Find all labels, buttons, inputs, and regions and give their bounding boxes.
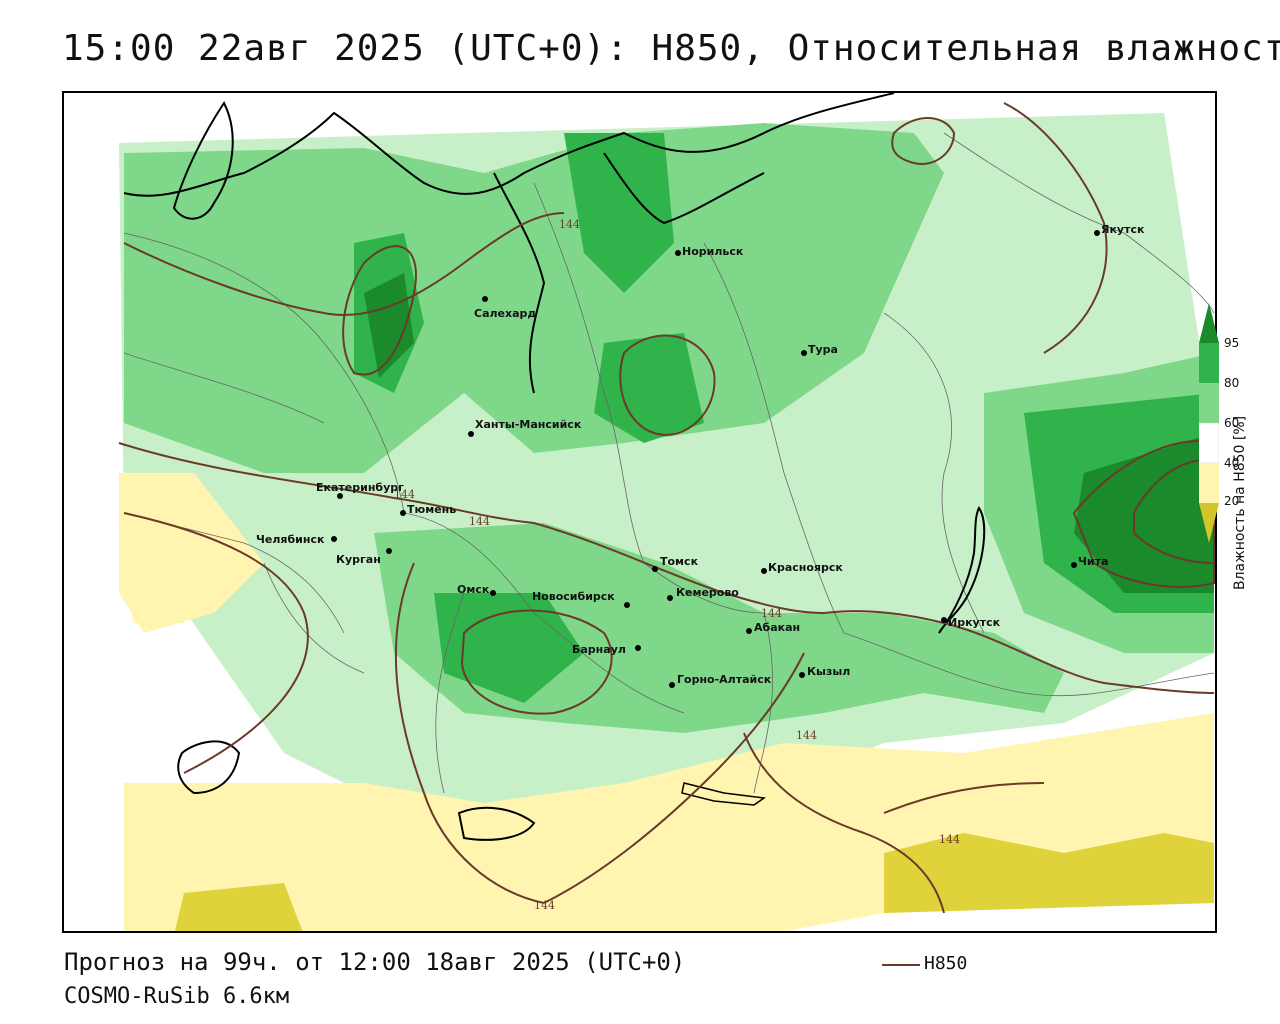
- colorbar-graphic: [1198, 303, 1220, 543]
- city-tura: Тура: [801, 343, 838, 356]
- colorbar-band-60: [1198, 422, 1220, 464]
- contour-label: 144: [394, 488, 415, 501]
- colorbar-tick: 80: [1224, 376, 1240, 390]
- forecast-info: Прогноз на 99ч. от 12:00 18авг 2025 (UTC…: [64, 948, 686, 976]
- contour-labels: 144 144 144 144 144 144 144: [394, 218, 960, 912]
- humidity-area-10: [174, 833, 1214, 931]
- contour-label: 144: [534, 899, 555, 912]
- humidity-area-95: [364, 273, 1214, 593]
- contour-loop-ural: [342, 245, 417, 376]
- humidity-colorbar: [1198, 303, 1220, 543]
- svg-text:Горно-Алтайск: Горно-Алтайск: [677, 673, 772, 686]
- humidity-area-60: [124, 123, 944, 473]
- colorbar-band-40: [1199, 463, 1219, 503]
- svg-text:Кемерово: Кемерово: [676, 586, 739, 599]
- city-irkutsk: Иркутск: [941, 616, 1001, 629]
- north-coast: [123, 93, 895, 197]
- svg-text:Кызыл: Кызыл: [807, 665, 850, 678]
- svg-text:Омск: Омск: [457, 583, 490, 596]
- colorbar-tick: 20: [1224, 494, 1240, 508]
- city-barnaul: Барнаул: [572, 643, 641, 656]
- city-omsk: Омск: [457, 583, 496, 596]
- colorbar-tick: 40: [1224, 456, 1240, 470]
- svg-text:Барнаул: Барнаул: [572, 643, 626, 656]
- svg-text:Екатеринбург: Екатеринбург: [316, 481, 404, 494]
- city-kemerovo: Кемерово: [667, 586, 739, 601]
- svg-text:Ханты-Мансийск: Ханты-Мансийск: [475, 418, 582, 431]
- city-salekhard: Салехард: [474, 296, 536, 320]
- city-kyzyl: Кызыл: [799, 665, 850, 678]
- svg-text:Чита: Чита: [1078, 555, 1108, 568]
- map-canvas: 144 144 144 144 144 144 144 Норильск Яку…: [118, 93, 1215, 931]
- city-chita: Чита: [1071, 555, 1108, 568]
- svg-text:Якутск: Якутск: [1101, 223, 1145, 236]
- colorbar-band-80: [1199, 383, 1219, 423]
- forecast-map[interactable]: 144 144 144 144 144 144 144 Норильск Яку…: [62, 91, 1217, 933]
- colorbar-tick: 95: [1224, 336, 1240, 350]
- yamal-coast: [493, 172, 546, 394]
- region-borders: [123, 132, 1215, 794]
- contour-south-central: [543, 652, 805, 904]
- city-novosibirsk: Новосибирск: [532, 590, 630, 608]
- contour-south-east: [743, 732, 945, 914]
- contour-south-mid: [394, 562, 545, 904]
- humidity-field: [119, 113, 1214, 931]
- lake-baikal: [938, 506, 986, 634]
- city-ekaterinburg: Екатеринбург: [316, 481, 404, 499]
- contour-label: 144: [469, 515, 490, 528]
- contour-loop-north-east: [891, 117, 956, 165]
- svg-text:Челябинск: Челябинск: [256, 533, 325, 546]
- aral-sea: [457, 806, 536, 841]
- colorbar-bottom-arrow: [1199, 503, 1219, 543]
- contour-label: 144: [559, 218, 580, 231]
- svg-text:Красноярск: Красноярск: [768, 561, 843, 574]
- svg-text:Курган: Курган: [336, 553, 381, 566]
- contour-west: [118, 442, 535, 524]
- city-krasnoyarsk: Красноярск: [761, 561, 843, 574]
- contour-label: 144: [761, 607, 782, 620]
- city-norilsk: Норильск: [675, 245, 744, 258]
- coastlines: [123, 93, 986, 841]
- svg-text:Тура: Тура: [808, 343, 838, 356]
- colorbar-band-95: [1199, 343, 1219, 383]
- novaya-zemlya: [172, 101, 234, 220]
- model-name: COSMO-RuSib 6.6км: [64, 984, 290, 1009]
- city-abakan: Абакан: [746, 621, 800, 634]
- city-gorno-altaysk: Горно-Алтайск: [669, 673, 772, 688]
- svg-text:Новосибирск: Новосибирск: [532, 590, 615, 603]
- svg-text:Абакан: Абакан: [754, 621, 800, 634]
- contour-north: [123, 212, 565, 316]
- contour-main: [533, 522, 1215, 694]
- caspian-sea: [177, 740, 241, 795]
- city-tomsk: Томск: [652, 555, 699, 572]
- city-chelyabinsk: Челябинск: [256, 533, 337, 546]
- humidity-area-20-west: [119, 473, 264, 633]
- colorbar-title: Влажность на H850 [%]: [1232, 415, 1248, 590]
- city-tyumen: Тюмень: [400, 503, 456, 516]
- map-title: 15:00 22авг 2025 (UTC+0): H850, Относите…: [62, 28, 1280, 69]
- contour-loop-novosibirsk: [460, 609, 613, 715]
- lake-balkhash: [681, 782, 767, 806]
- contour-yakutsk: [1003, 102, 1108, 354]
- svg-text:Норильск: Норильск: [682, 245, 744, 258]
- svg-text:Тюмень: Тюмень: [407, 503, 456, 516]
- city-markers: Норильск Якутск Салехард Тура Ханты-Манс…: [256, 223, 1145, 688]
- colorbar-top-arrow: [1199, 303, 1219, 343]
- svg-text:Томск: Томск: [660, 555, 699, 568]
- city-yakutsk: Якутск: [1094, 223, 1145, 236]
- humidity-area-80: [354, 133, 1214, 703]
- contour-south-west: [123, 512, 309, 774]
- city-khanty-mansiysk: Ханты-Мансийск: [468, 418, 582, 437]
- contour-label: 144: [796, 729, 817, 742]
- contour-label: 144: [939, 833, 960, 846]
- contour-south-far: [883, 782, 1045, 814]
- colorbar-tick: 60: [1224, 416, 1240, 430]
- svg-text:Иркутск: Иркутск: [948, 616, 1001, 629]
- h850-legend-line: [882, 964, 920, 966]
- svg-text:Салехард: Салехард: [474, 307, 536, 320]
- contour-loop-putorana: [619, 334, 716, 436]
- h850-legend-label: H850: [924, 953, 968, 974]
- city-kurgan: Курган: [336, 548, 392, 566]
- taymyr-coast: [603, 152, 765, 225]
